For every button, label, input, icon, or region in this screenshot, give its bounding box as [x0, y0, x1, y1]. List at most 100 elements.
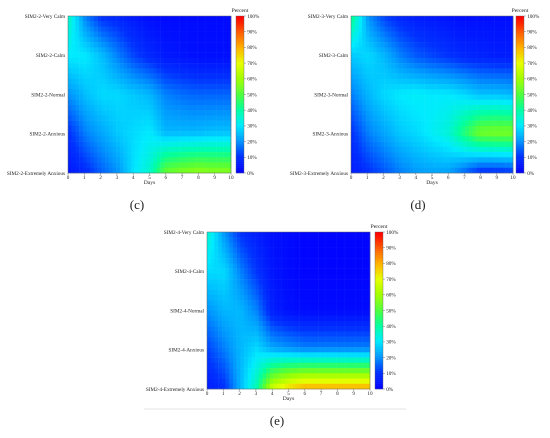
- heatmap-cell: [277, 362, 282, 369]
- heatmap-cell: [105, 141, 109, 148]
- heatmap-cell: [193, 52, 198, 59]
- heatmap-cell: [428, 57, 433, 64]
- heatmap-cell: [82, 167, 87, 174]
- heatmap-cell: [221, 300, 226, 306]
- heatmap-cell: [227, 136, 232, 142]
- heatmap-cell: [112, 125, 117, 132]
- heatmap-cell: [461, 57, 466, 64]
- heatmap-cell: [142, 42, 147, 48]
- heatmap-cell: [373, 21, 378, 27]
- heatmap-cell: [269, 252, 274, 259]
- heatmap-cell: [284, 242, 289, 248]
- heatmap-cell: [201, 84, 206, 90]
- heatmap-cell: [490, 52, 495, 59]
- heatmap-cell: [247, 237, 252, 243]
- heatmap-cell: [325, 263, 330, 269]
- heatmap-cell: [90, 162, 95, 169]
- colorbar-segment: [236, 88, 244, 91]
- heatmap-cell: [156, 104, 161, 111]
- heatmap-cell: [380, 162, 385, 169]
- heatmap-cell: [366, 268, 371, 275]
- heatmap-cell: [299, 273, 304, 280]
- colorbar-tick-label: 0%: [527, 171, 535, 177]
- heatmap-cell: [443, 78, 447, 85]
- heatmap-cell: [354, 141, 359, 148]
- heatmap-cell: [439, 167, 444, 174]
- heatmap-cell: [207, 273, 211, 280]
- heatmap-cell: [218, 347, 223, 353]
- heatmap-cell: [277, 273, 282, 280]
- heatmap-cell: [332, 373, 337, 379]
- heatmap-cell: [355, 341, 360, 348]
- heatmap-cell: [366, 326, 371, 332]
- heatmap-cell: [398, 141, 403, 148]
- colorbar-segment: [236, 141, 244, 144]
- heatmap-cell: [142, 167, 147, 174]
- heatmap-cell: [142, 162, 147, 169]
- heatmap-cell: [82, 84, 87, 90]
- heatmap-cell: [299, 373, 304, 379]
- heatmap-cell: [409, 167, 414, 174]
- heatmap-cell: [380, 136, 385, 142]
- heatmap-cell: [487, 31, 492, 38]
- heatmap-cell: [168, 146, 172, 153]
- heatmap-cell: [130, 125, 135, 132]
- heatmap-cell: [483, 136, 488, 142]
- heatmap-cell: [509, 36, 514, 43]
- colorbar-segment: [375, 302, 383, 305]
- heatmap-cell: [446, 73, 451, 80]
- heatmap-cell: [314, 232, 319, 238]
- heatmap-cell: [156, 36, 161, 43]
- heatmap-cell: [68, 136, 72, 142]
- heatmap-cell: [168, 157, 172, 163]
- heatmap-cell: [255, 279, 260, 285]
- heatmap-cell: [355, 284, 360, 290]
- heatmap-cell: [476, 120, 481, 127]
- heatmap-cell: [201, 110, 206, 116]
- heatmap-cell: [255, 268, 260, 275]
- heatmap-cell: [247, 232, 252, 238]
- heatmap-cell: [299, 237, 304, 243]
- heatmap-cell: [266, 383, 271, 390]
- heatmap-cell: [225, 341, 230, 348]
- heatmap-cell: [236, 273, 241, 280]
- heatmap-cell: [417, 99, 422, 106]
- heatmap-cell: [402, 136, 407, 142]
- heatmap-cell: [428, 68, 433, 74]
- heatmap-cell: [314, 268, 319, 275]
- heatmap-cell: [354, 157, 359, 163]
- heatmap-cell: [134, 16, 139, 22]
- heatmap-cell: [262, 378, 267, 385]
- heatmap-cell: [164, 26, 169, 32]
- heatmap-cell: [340, 326, 345, 332]
- heatmap-cell: [227, 110, 232, 116]
- heatmap-cell: [273, 258, 278, 264]
- colorbar-segment: [516, 88, 524, 91]
- heatmap-cell: [205, 146, 210, 153]
- heatmap-cell: [160, 57, 165, 64]
- heatmap-cell: [68, 47, 72, 53]
- heatmap-cell: [457, 89, 462, 95]
- heatmap-cell: [127, 131, 132, 137]
- heatmap-cell: [75, 141, 80, 148]
- heatmap-cell: [101, 125, 106, 132]
- heatmap-cell: [450, 125, 455, 132]
- y-category-label: SIM2-3-Normal: [314, 92, 348, 98]
- heatmap-cell: [193, 31, 198, 38]
- heatmap-cell: [218, 336, 223, 343]
- heatmap-cell: [223, 52, 228, 59]
- heatmap-cell: [142, 152, 147, 158]
- colorbar-segment: [236, 137, 244, 140]
- heatmap-cell: [501, 47, 506, 53]
- colorbar-segment: [236, 167, 244, 170]
- heatmap-cell: [424, 162, 429, 169]
- colorbar-segment: [236, 43, 244, 46]
- heatmap-cell: [171, 162, 176, 169]
- heatmap-cell: [219, 141, 224, 148]
- heatmap-cell: [351, 110, 355, 116]
- heatmap-cell: [461, 152, 466, 158]
- heatmap-cell: [108, 26, 113, 32]
- heatmap-cell: [255, 373, 260, 379]
- colorbar-segment: [375, 336, 383, 339]
- heatmap-cell: [79, 136, 84, 142]
